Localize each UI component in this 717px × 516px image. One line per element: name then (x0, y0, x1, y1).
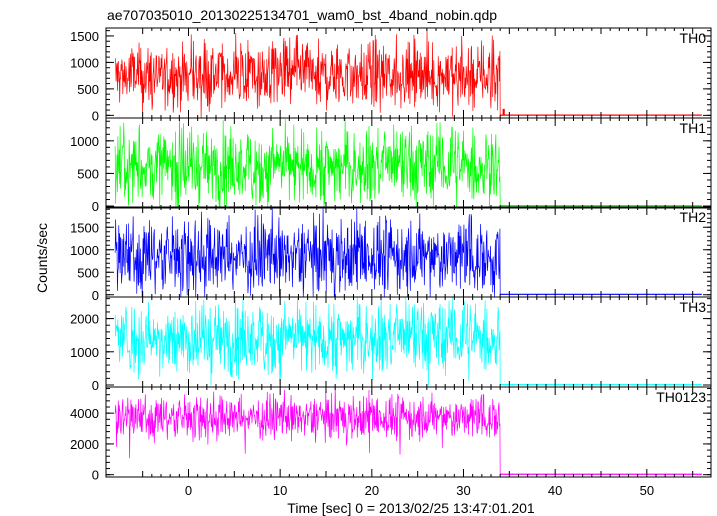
y-tick-label: 2000 (70, 437, 99, 452)
x-tick-label: 0 (185, 483, 192, 498)
panel-th0123: 0 2000 4000 TH0123 (70, 386, 712, 483)
x-tick-label: 30 (456, 483, 470, 498)
y-axis-label: Counts/sec (34, 223, 50, 293)
panel-label: TH0123 (656, 389, 706, 405)
y-tick-label: 500 (77, 166, 99, 181)
y-tick-label: 0 (92, 378, 99, 393)
panel-label: TH1 (680, 120, 707, 136)
panel-label: TH3 (680, 299, 707, 315)
panel-label: TH2 (680, 209, 707, 225)
y-tick-label: 0 (92, 108, 99, 123)
chart-title: ae707035010_20130225134701_wam0_bst_4ban… (107, 7, 497, 23)
y-tick-label: 0 (92, 468, 99, 483)
panel-label: TH0 (680, 30, 707, 46)
panel-th3: 0 1000 2000 TH3 (70, 296, 712, 393)
panel-th1: 0 500 1000 TH1 (70, 117, 712, 214)
y-tick-label: 1500 (70, 29, 99, 44)
x-tick-label: 40 (548, 483, 562, 498)
y-tick-label: 1000 (70, 243, 99, 258)
y-tick-label: 1000 (70, 345, 99, 360)
series-on-th3 (114, 297, 501, 386)
y-tick-label: 1000 (70, 55, 99, 70)
series-on-th0 (115, 29, 501, 118)
series-on-th0123 (114, 387, 501, 475)
x-tick-label: 10 (273, 483, 287, 498)
x-tick-label: 20 (365, 483, 379, 498)
x-axis-label: Time [sec] 0 = 2013/02/25 13:47:01.201 (287, 500, 535, 516)
y-tick-label: 1000 (70, 134, 99, 149)
y-tick-label: 2000 (70, 312, 99, 327)
panel-th0: 0 500 1000 1500 TH0 (70, 27, 712, 123)
series-on-th2 (114, 207, 501, 297)
x-tick-label: 50 (640, 483, 654, 498)
y-tick-label: 1500 (70, 220, 99, 235)
panel-frame (105, 206, 712, 298)
series-on-th1 (114, 118, 501, 208)
y-tick-label: 4000 (70, 406, 99, 421)
y-tick-label: 0 (92, 288, 99, 303)
y-tick-label: 500 (77, 265, 99, 280)
y-tick-label: 500 (77, 82, 99, 97)
panel-th2: 0 500 1000 1500 TH2 (70, 206, 712, 303)
y-tick-label: 0 (92, 199, 99, 214)
